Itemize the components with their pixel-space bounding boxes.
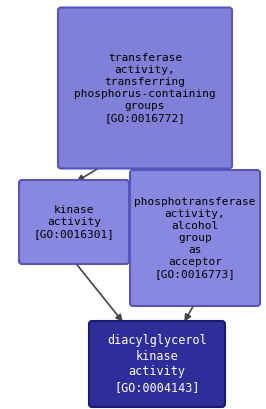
Text: diacylglycerol
kinase
activity
[GO:0004143]: diacylglycerol kinase activity [GO:00041… bbox=[107, 334, 207, 394]
FancyBboxPatch shape bbox=[58, 7, 232, 169]
FancyBboxPatch shape bbox=[19, 180, 129, 264]
Text: kinase
activity
[GO:0016301]: kinase activity [GO:0016301] bbox=[34, 205, 114, 239]
Text: transferase
activity,
transferring
phosphorus-containing
groups
[GO:0016772]: transferase activity, transferring phosp… bbox=[74, 53, 216, 123]
Text: phosphotransferase
activity,
alcohol
group
as
acceptor
[GO:0016773]: phosphotransferase activity, alcohol gro… bbox=[134, 197, 256, 279]
FancyBboxPatch shape bbox=[130, 170, 260, 306]
FancyBboxPatch shape bbox=[89, 321, 225, 407]
